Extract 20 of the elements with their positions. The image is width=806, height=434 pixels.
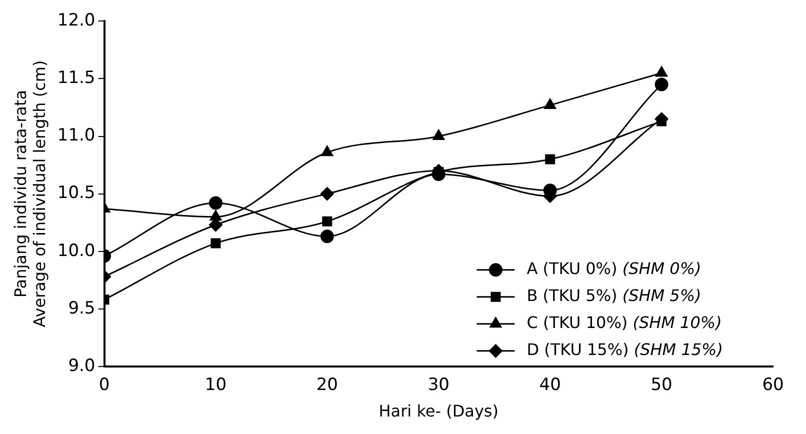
x-tick-label: 60: [762, 375, 784, 396]
legend-label: B (TKU 5%) (SHM 5%): [526, 286, 702, 306]
y-tick-label: 10.0: [57, 240, 96, 261]
legend-label: A (TKU 0%) (SHM 0%): [526, 259, 702, 278]
x-tick-label: 0: [98, 375, 110, 396]
y-axis-title: Panjang individu rata-rata Average of individual length (cm): [10, 60, 49, 328]
y-tick-label: 11.0: [57, 126, 96, 146]
x-tick-label: 40: [539, 375, 561, 396]
y-tick-label: 10.5: [57, 183, 96, 204]
x-tick-label: 50: [650, 375, 672, 396]
legend-label: D (TKU 15%) (SHM 15%): [526, 340, 724, 360]
x-tick-label: 10: [204, 375, 227, 396]
y-tick-label: 12.0: [57, 10, 96, 31]
y-tick-label: 9.0: [68, 356, 96, 376]
x-tick-label: 20: [316, 375, 338, 396]
y-tick-label: 11.5: [57, 68, 96, 88]
x-axis-title: Hari ke- (Days): [378, 402, 499, 421]
legend-label: C (TKU 10%) (SHM 10%): [526, 313, 722, 332]
y-tick-label: 9.5: [68, 298, 96, 318]
x-tick-label: 30: [428, 375, 450, 396]
